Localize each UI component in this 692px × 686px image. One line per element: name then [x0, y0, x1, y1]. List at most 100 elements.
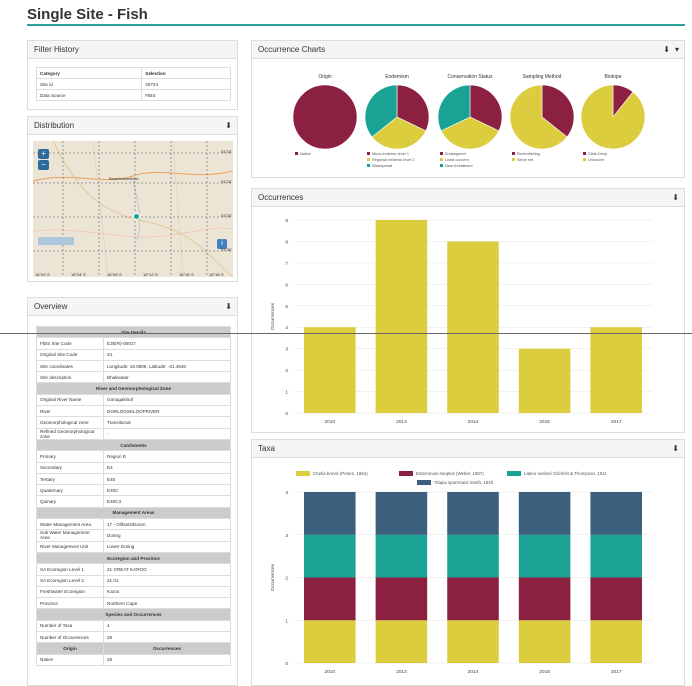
y-tick-label: 2: [285, 576, 288, 582]
row-value: 4: [103, 619, 231, 633]
row-value: Doring: [103, 529, 231, 542]
title-underline: [27, 24, 685, 26]
section-header: River and Geomorphological Zone: [36, 382, 231, 395]
table-row: Site description Bhakwatar: [36, 371, 231, 384]
legend-swatch: [417, 480, 431, 485]
legend-swatch: [399, 471, 413, 476]
download-icon[interactable]: ⬇: [225, 121, 232, 130]
table-row: River Management Unit Lower Doring: [36, 540, 231, 553]
pie-slice: [509, 84, 568, 150]
table-row: Number of Occurrences 28: [36, 631, 231, 644]
table-row: Geomorphological zone Transitional: [36, 416, 231, 429]
row-label: Refined Geomorphological zone: [36, 427, 104, 440]
filter-history-col-category: Category: [35, 67, 143, 79]
occurrences-chart: 0 1 2 3 4 5 6 7 8 9 Occurrences 2010 2013 2014 2015 201…: [270, 218, 652, 425]
map-layer: [33, 141, 233, 277]
zoom-out-button[interactable]: −: [38, 160, 49, 170]
table-row: Province Northern Cape: [36, 597, 231, 610]
download-icon[interactable]: ⬇: [672, 444, 679, 453]
row-label: Tertiary: [36, 472, 104, 486]
bar: [447, 241, 499, 413]
row-label: Origin: [36, 642, 104, 655]
occurrence-charts-title: Occurrence Charts ⬇ ▾: [252, 41, 684, 59]
section-header-text: Species and Occurrences: [36, 608, 231, 621]
legend-swatch: [367, 158, 370, 161]
row-value: Region E: [103, 450, 231, 463]
taxa-title-text: Taxa: [258, 444, 275, 453]
row-value: 28: [103, 631, 231, 644]
pie-title: Conservation Status: [447, 74, 493, 80]
row-label: FBIS Site Code: [36, 337, 104, 350]
pie-slice: [580, 84, 646, 150]
distribution-title-text: Distribution: [34, 121, 75, 130]
section-header-text: Ecoregion and Province: [36, 551, 231, 565]
y-tick-label: 9: [285, 218, 288, 224]
row-value: E30(R)-00017: [103, 337, 231, 350]
row-label: Site coordinates: [36, 359, 104, 373]
lon-label: 18°08' E: [107, 272, 123, 277]
table-row: Sub Water Management Area Doring: [36, 529, 231, 542]
overview-title: Overview ⬇: [28, 298, 237, 316]
table-row: Refined Geomorphological zone -: [36, 427, 231, 440]
table-row: River DORLOGSKLOOFRIVER: [36, 405, 231, 418]
download-icon[interactable]: ⬇: [663, 45, 670, 54]
row-value: Karoo: [103, 585, 231, 599]
pie-slice: [437, 84, 471, 132]
info-button[interactable]: i: [217, 239, 227, 249]
x-tick-label: 2010: [324, 669, 335, 675]
zoom-in-button[interactable]: +: [38, 149, 49, 159]
legend-label: Enteromius anoplus (Weber, 1897): [416, 471, 484, 476]
lat-label: 31°36': [220, 247, 232, 252]
sub-header-row: Origin Occurrences: [36, 642, 231, 655]
x-tick-label: 2014: [468, 419, 479, 425]
section-header: Catchments: [36, 438, 231, 452]
legend-swatch: [367, 152, 370, 155]
legend-label: Widespread: [372, 164, 392, 168]
section-header: Management Areas: [36, 506, 231, 520]
row-label: Original River Name: [36, 393, 104, 407]
bar-segment: [447, 577, 499, 621]
occurrences-panel: Occurrences ⬇ 0 1 2 3 4 5 6 7 8 9 Occurrences 2010 2…: [251, 188, 685, 433]
row-value: DORLOGSKLOOFRIVER: [103, 405, 231, 418]
section-header-text: Management Areas: [36, 506, 231, 520]
legend-label: Regional endemic level 2: [372, 158, 414, 162]
y-tick-label: 3: [285, 533, 288, 539]
row-value: 28: [103, 653, 231, 666]
row-label: SA Ecoregion Level 2: [36, 574, 104, 587]
table-row: Quaternary E40C: [36, 484, 231, 497]
bar-segment: [375, 620, 428, 663]
bar-segment: [375, 577, 428, 621]
table-cell: FBIS: [141, 89, 231, 101]
site-marker[interactable]: [133, 213, 140, 220]
taxa-title: Taxa ⬇: [252, 440, 684, 458]
legend-swatch: [583, 158, 586, 161]
y-axis-label: Occurrences: [270, 563, 276, 591]
legend-label: Near threatened: [445, 164, 472, 168]
occurrence-charts-title-text: Occurrence Charts: [258, 45, 326, 54]
row-label: Primary: [36, 450, 104, 463]
legend-swatch: [512, 158, 515, 161]
legend-label: Seine net: [517, 158, 534, 162]
legend-label: Endangered: [445, 152, 466, 156]
row-label: SA Ecoregion Level 1: [36, 563, 104, 576]
download-icon[interactable]: ⬇: [672, 193, 679, 202]
legend-swatch: [440, 164, 443, 167]
y-axis-label: Occurrences: [270, 302, 276, 330]
download-icon[interactable]: ⬇: [225, 302, 232, 311]
overview-title-text: Overview: [34, 302, 68, 311]
bar-segment: [590, 620, 642, 663]
bar-segment: [304, 492, 356, 535]
table-row: Site id 30724: [35, 78, 231, 90]
table-row: Site coordinates Longitude: 19.0809, Lati…: [36, 359, 231, 373]
taxa-panel: Taxa ⬇ Chetia brevis (Peters, 1864) Enter…: [251, 439, 685, 686]
bar-segment: [447, 492, 499, 535]
row-value: E40C: [103, 484, 231, 497]
table-row: Original Site Code S1: [36, 348, 231, 361]
pie-slice: [541, 84, 575, 138]
y-tick-label: 2: [285, 368, 288, 374]
filter-history-panel: Filter History Category Selection Site i…: [27, 40, 238, 110]
chevron-down-icon[interactable]: ▾: [674, 45, 679, 54]
overview-panel: Overview ⬇ Site Details FBIS Site CodeE3…: [27, 297, 238, 686]
distribution-map[interactable]: + − Beaufortwestvlei i 31°18' 31°24' 31°…: [33, 141, 233, 277]
section-header-text: River and Geomorphological Zone: [36, 382, 231, 395]
